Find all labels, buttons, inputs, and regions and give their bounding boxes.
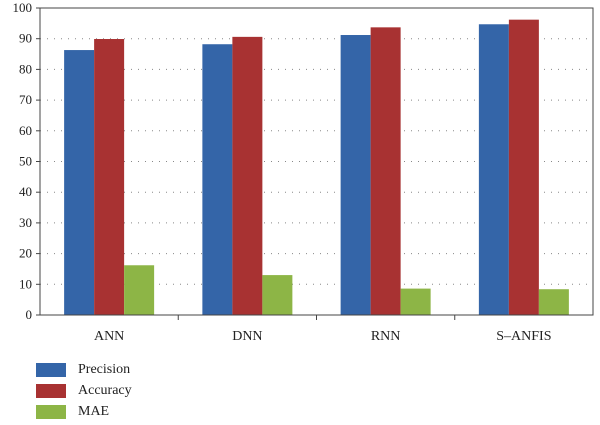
- legend-swatch: [36, 404, 66, 419]
- y-tick-label: 90: [19, 31, 32, 46]
- y-tick-label: 0: [26, 307, 33, 322]
- x-tick-label: DNN: [232, 329, 262, 344]
- legend-label: Accuracy: [78, 382, 132, 398]
- bar-mae-ann: [124, 265, 155, 315]
- y-tick-label: 70: [19, 92, 32, 107]
- bar-precision-rnn: [340, 35, 371, 316]
- legend-item-accuracy: Accuracy: [36, 380, 132, 401]
- x-tick-label: ANN: [94, 329, 124, 344]
- legend-label: Precision: [78, 361, 131, 377]
- bar-precision-s-anfis: [478, 24, 509, 316]
- bar-mae-dnn: [262, 275, 293, 315]
- bars: [64, 19, 569, 316]
- legend-label: MAE: [78, 403, 110, 419]
- y-tick-label: 20: [19, 246, 32, 261]
- y-tick-label: 50: [19, 154, 32, 169]
- y-tick-label: 60: [19, 123, 32, 138]
- bar-accuracy-ann: [94, 39, 125, 316]
- y-axis-ticks: 0 10 20 30 40 50 60 70 80 90 100: [13, 0, 40, 322]
- legend-swatch: [36, 362, 66, 377]
- legend-item-mae: MAE: [36, 401, 132, 422]
- y-tick-label: 30: [19, 215, 32, 230]
- y-tick-label: 40: [19, 184, 32, 199]
- x-tick-label: S–ANFIS: [496, 329, 551, 344]
- bar-accuracy-rnn: [370, 27, 401, 315]
- bar-accuracy-s-anfis: [508, 19, 539, 315]
- bar-precision-dnn: [202, 44, 233, 315]
- y-tick-label: 100: [13, 0, 33, 15]
- y-tick-label: 10: [19, 276, 32, 291]
- plot-frame: [39, 7, 594, 316]
- x-tick-label: RNN: [371, 329, 401, 344]
- x-axis-ticks: ANN DNN RNN S–ANFIS: [94, 315, 552, 344]
- bar-accuracy-dnn: [232, 36, 263, 315]
- legend: Precision Accuracy MAE: [36, 359, 132, 422]
- bar-mae-s-anfis: [538, 289, 569, 315]
- bar-precision-ann: [64, 50, 95, 316]
- legend-swatch: [36, 383, 66, 398]
- bar-mae-rnn: [400, 288, 431, 315]
- y-tick-label: 80: [19, 61, 32, 76]
- legend-item-precision: Precision: [36, 359, 132, 380]
